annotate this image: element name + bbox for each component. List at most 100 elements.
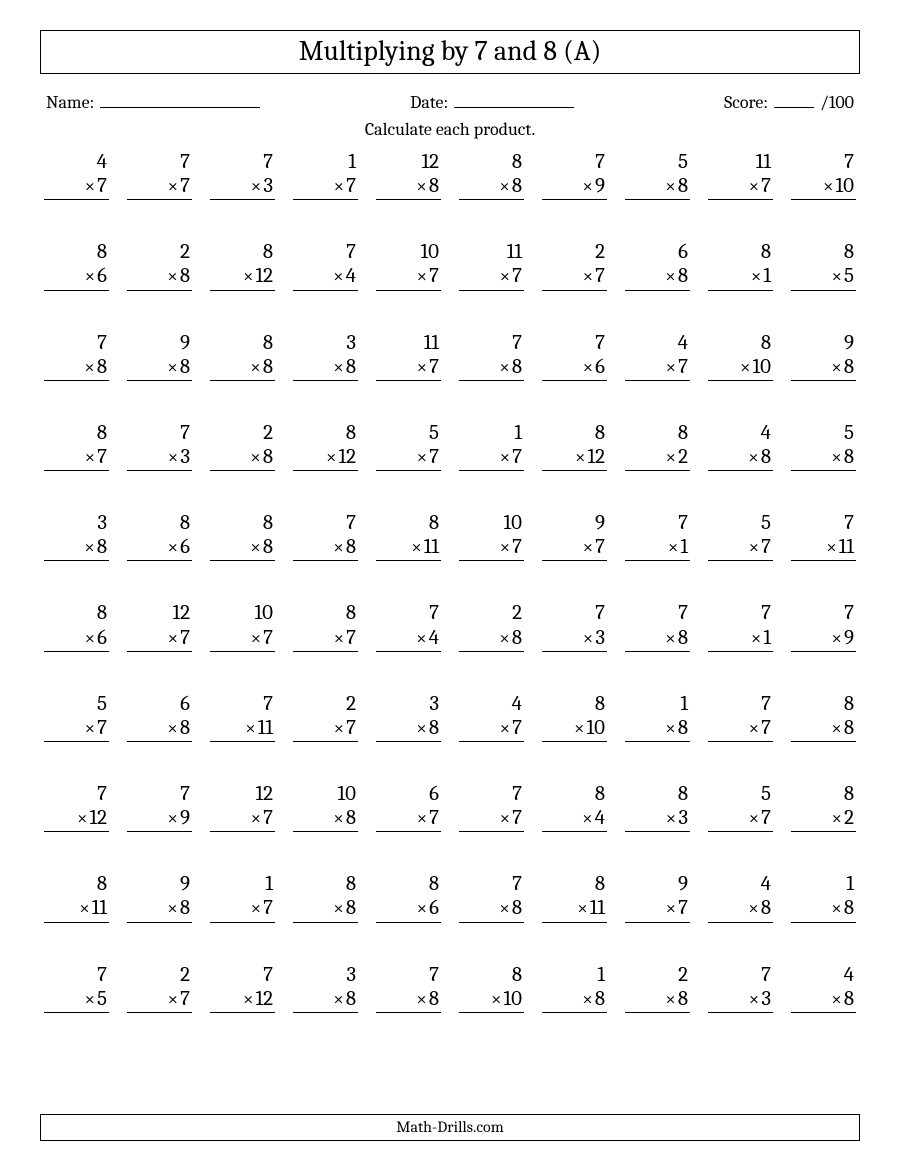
times-sign: × [334,627,345,649]
times-sign: × [417,807,428,829]
times-sign: × [582,988,593,1010]
name-blank[interactable] [100,90,260,108]
multiplicand: 8 [127,511,192,535]
times-sign: × [333,807,344,829]
multiplicand: 8 [293,421,358,445]
multiplier: 8 [761,896,771,920]
multiplier: 7 [761,174,771,198]
score-blank[interactable] [774,90,814,108]
times-sign: × [500,717,511,739]
times-sign: × [499,897,510,919]
multiplier-row: ×7 [210,806,275,832]
times-sign: × [333,356,344,378]
problem: 1×8 [542,963,607,1013]
problem: 5×8 [625,150,690,200]
problem: 7×8 [293,511,358,561]
times-sign: × [168,627,179,649]
multiplier: 8 [180,264,190,288]
problem: 8×8 [293,872,358,922]
multiplicand: 5 [708,782,773,806]
multiplicand: 8 [542,782,607,806]
multiplier: 6 [180,535,190,559]
problem: 3×8 [293,963,358,1013]
date-blank[interactable] [454,90,574,108]
times-sign: × [251,627,262,649]
footer: Math-Drills.com [40,1114,860,1141]
multiplicand: 8 [708,240,773,264]
multiplier-row: ×7 [293,716,358,742]
multiplier: 6 [97,264,107,288]
problem: 9×8 [127,331,192,381]
problem: 6×8 [127,692,192,742]
multiplier-row: ×10 [791,174,856,200]
multiplicand: 7 [708,601,773,625]
problem: 5×7 [44,692,109,742]
multiplicand: 8 [459,963,524,987]
problem: 11×7 [708,150,773,200]
multiplier: 7 [346,626,356,650]
multiplier: 8 [346,806,356,830]
problem: 7×5 [44,963,109,1013]
date-label: Date: [410,92,448,113]
multiplier-row: ×8 [459,355,524,381]
problem: 10×7 [376,240,441,290]
multiplier: 8 [761,445,771,469]
multiplicand: 10 [293,782,358,806]
multiplier: 8 [180,896,190,920]
multiplier-row: ×5 [44,987,109,1013]
problem: 8×6 [376,872,441,922]
times-sign: × [823,175,834,197]
multiplicand: 8 [210,511,275,535]
multiplicand: 8 [376,872,441,896]
multiplier-row: ×8 [625,716,690,742]
problem: 9×7 [542,511,607,561]
multiplicand: 2 [459,601,524,625]
multiplicand: 8 [542,421,607,445]
times-sign: × [665,988,676,1010]
times-sign: × [77,807,88,829]
times-sign: × [749,807,760,829]
times-sign: × [334,717,345,739]
multiplier: 8 [678,716,688,740]
multiplicand: 2 [542,240,607,264]
times-sign: × [416,627,427,649]
problem: 3×8 [376,692,441,742]
problem: 7×8 [459,872,524,922]
problem: 7×11 [791,511,856,561]
multiplier: 3 [761,987,771,1011]
problem: 5×7 [376,421,441,471]
multiplicand: 7 [459,331,524,355]
score-label: Score: [724,92,768,113]
multiplier-row: ×8 [625,987,690,1013]
multiplier-row: ×8 [376,716,441,742]
multiplier-row: ×8 [459,896,524,922]
times-sign: × [500,536,511,558]
problem: 1×7 [293,150,358,200]
multiplier: 8 [346,535,356,559]
times-sign: × [666,897,677,919]
times-sign: × [85,627,96,649]
multiplier: 12 [255,987,273,1011]
name-field: Name: [46,90,260,113]
multiplier: 8 [346,987,356,1011]
multiplicand: 7 [127,150,192,174]
multiplier: 7 [429,445,439,469]
problem: 2×8 [127,240,192,290]
multiplier: 8 [180,716,190,740]
multiplier-row: ×8 [459,626,524,652]
multiplier-row: ×8 [625,174,690,200]
score-field: Score: /100 [724,90,854,113]
multiplier-row: ×7 [376,355,441,381]
multiplier-row: ×8 [625,626,690,652]
multiplier: 8 [595,987,605,1011]
problem-grid: 4×77×77×31×712×88×87×95×811×77×108×62×88… [40,150,860,1013]
multiplier-row: ×6 [44,626,109,652]
problem: 8×1 [708,240,773,290]
multiplier: 2 [678,445,688,469]
instruction: Calculate each product. [40,119,860,140]
multiplier: 8 [844,716,854,740]
multiplier-row: ×8 [127,355,192,381]
multiplier: 12 [587,445,605,469]
multiplier-row: ×6 [542,355,607,381]
multiplier-row: ×8 [127,264,192,290]
